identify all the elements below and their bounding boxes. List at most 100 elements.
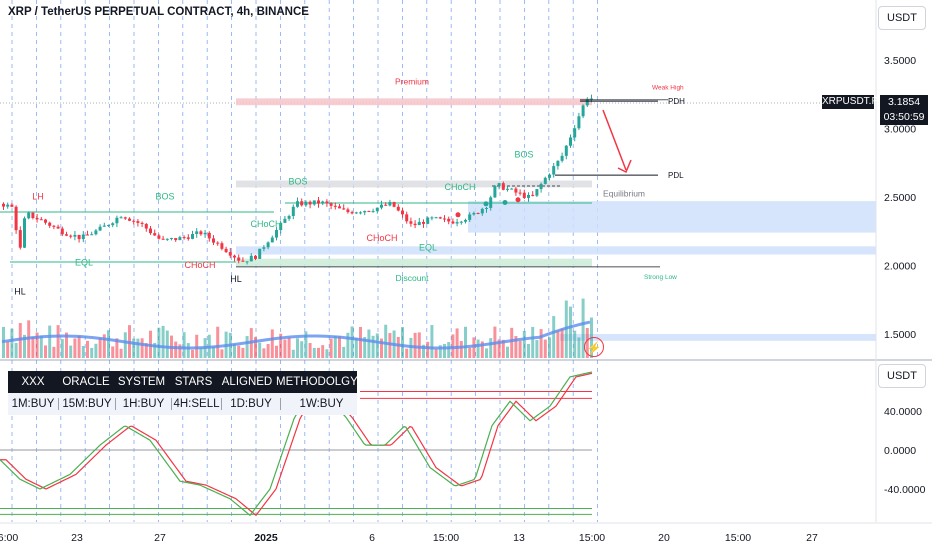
osc-tick-label: 0.0000 [884, 445, 916, 457]
volume-bar [371, 335, 375, 358]
volume-bar [191, 349, 194, 358]
volume-bar [140, 338, 144, 358]
signal-dot [502, 199, 508, 205]
price-tick-label: 3.0000 [884, 124, 916, 136]
zone-label: Discount [395, 273, 429, 283]
volume-bar [396, 336, 400, 358]
candle-body [434, 217, 438, 219]
volume-bar [14, 342, 18, 358]
volume-bar [270, 329, 274, 358]
volume-bar [472, 337, 476, 358]
lightning-icon[interactable]: ⚡ [584, 337, 604, 357]
volume-bar [380, 338, 383, 358]
candle-body [207, 232, 211, 239]
oracle-header-cell: METHODOLGY [276, 376, 358, 388]
volume-bar [90, 347, 94, 358]
volume-bar [216, 326, 220, 358]
candle-body [275, 229, 278, 238]
volume-bar [262, 348, 266, 358]
volume-bar [447, 342, 451, 358]
volume-bar [10, 328, 14, 358]
volume-bar [186, 343, 190, 358]
candle-body [338, 206, 341, 209]
oracle-header-cell: ALIGNED [221, 376, 273, 388]
candle-body [430, 217, 434, 219]
volume-bar [136, 338, 140, 358]
volume-bar [23, 334, 26, 358]
volume-bar [573, 330, 577, 358]
time-tick-label: 6 [369, 532, 375, 544]
oracle-signal-cell: 1D:BUY [222, 398, 281, 410]
candle-body [405, 214, 409, 222]
candle-body [216, 242, 220, 244]
level-label: PDL [668, 171, 684, 180]
volume-bar [174, 341, 178, 358]
volume-bar [354, 338, 358, 358]
candle-body [115, 217, 119, 224]
candle-body [65, 234, 68, 236]
smc-label: HL [230, 274, 242, 284]
candle-body [527, 194, 530, 198]
candle-body [380, 204, 383, 208]
candle-body [86, 234, 89, 236]
candle-body [237, 257, 241, 261]
candle-body [249, 255, 253, 262]
candle-body [401, 210, 404, 215]
smc-label: LH [32, 192, 44, 202]
oracle-header-cell: ORACLE [62, 376, 110, 388]
volume-bar [468, 347, 472, 358]
volume-bar [245, 336, 249, 358]
currency-button-osc[interactable]: USDT [878, 364, 926, 388]
price-tick-label: 2.0000 [884, 261, 916, 273]
candle-body [459, 221, 463, 223]
candle-body [291, 206, 295, 217]
volume-bar [308, 343, 312, 358]
volume-bar [44, 345, 47, 358]
projection-arrow-head [617, 159, 632, 174]
oracle-header-cell: STARS [174, 376, 213, 388]
oracle-signal-row: 1M:BUY 15M:BUY 1H:BUY 4H:SELL 1D:BUY 1W:… [8, 393, 357, 415]
volume-bar [363, 337, 367, 358]
volume-bar [367, 329, 371, 358]
smc-label: BOS [155, 192, 174, 202]
candle-body [514, 188, 518, 193]
candle-body [27, 212, 31, 219]
candle-body [123, 217, 127, 219]
candle-body [102, 225, 106, 227]
volume-bar [543, 339, 547, 358]
candle-body [10, 204, 14, 207]
time-tick-label: 6:00 [0, 532, 18, 544]
volume-bar [6, 341, 10, 358]
candle-body [417, 221, 421, 226]
volume-bar [518, 341, 522, 358]
volume-bar [535, 340, 539, 358]
volume-bar [77, 335, 81, 358]
volume-bar [161, 325, 165, 358]
candle-body [111, 223, 115, 226]
candle-body [321, 201, 325, 204]
volume-bar [527, 344, 530, 358]
time-tick-label: 20 [658, 532, 670, 544]
candle-body [363, 210, 367, 213]
candle-body [48, 222, 52, 226]
zone-band [236, 246, 876, 255]
candle-body [359, 212, 362, 214]
volume-bar [60, 339, 64, 358]
candle-body [308, 201, 312, 205]
volume-bar [556, 330, 560, 358]
candle-body [56, 226, 60, 229]
candle-body [489, 197, 493, 208]
candle-body [228, 252, 232, 256]
volume-bar [182, 332, 186, 358]
currency-button-main[interactable]: USDT [878, 6, 926, 30]
candle-body [388, 202, 392, 206]
signal-dot [515, 197, 521, 203]
candle-body [266, 242, 270, 248]
volume-bar [497, 339, 501, 358]
candle-body [81, 234, 85, 240]
candle-body [77, 234, 81, 240]
volume-bar [123, 332, 127, 358]
candle-body [577, 116, 581, 129]
candle-body [304, 201, 308, 206]
